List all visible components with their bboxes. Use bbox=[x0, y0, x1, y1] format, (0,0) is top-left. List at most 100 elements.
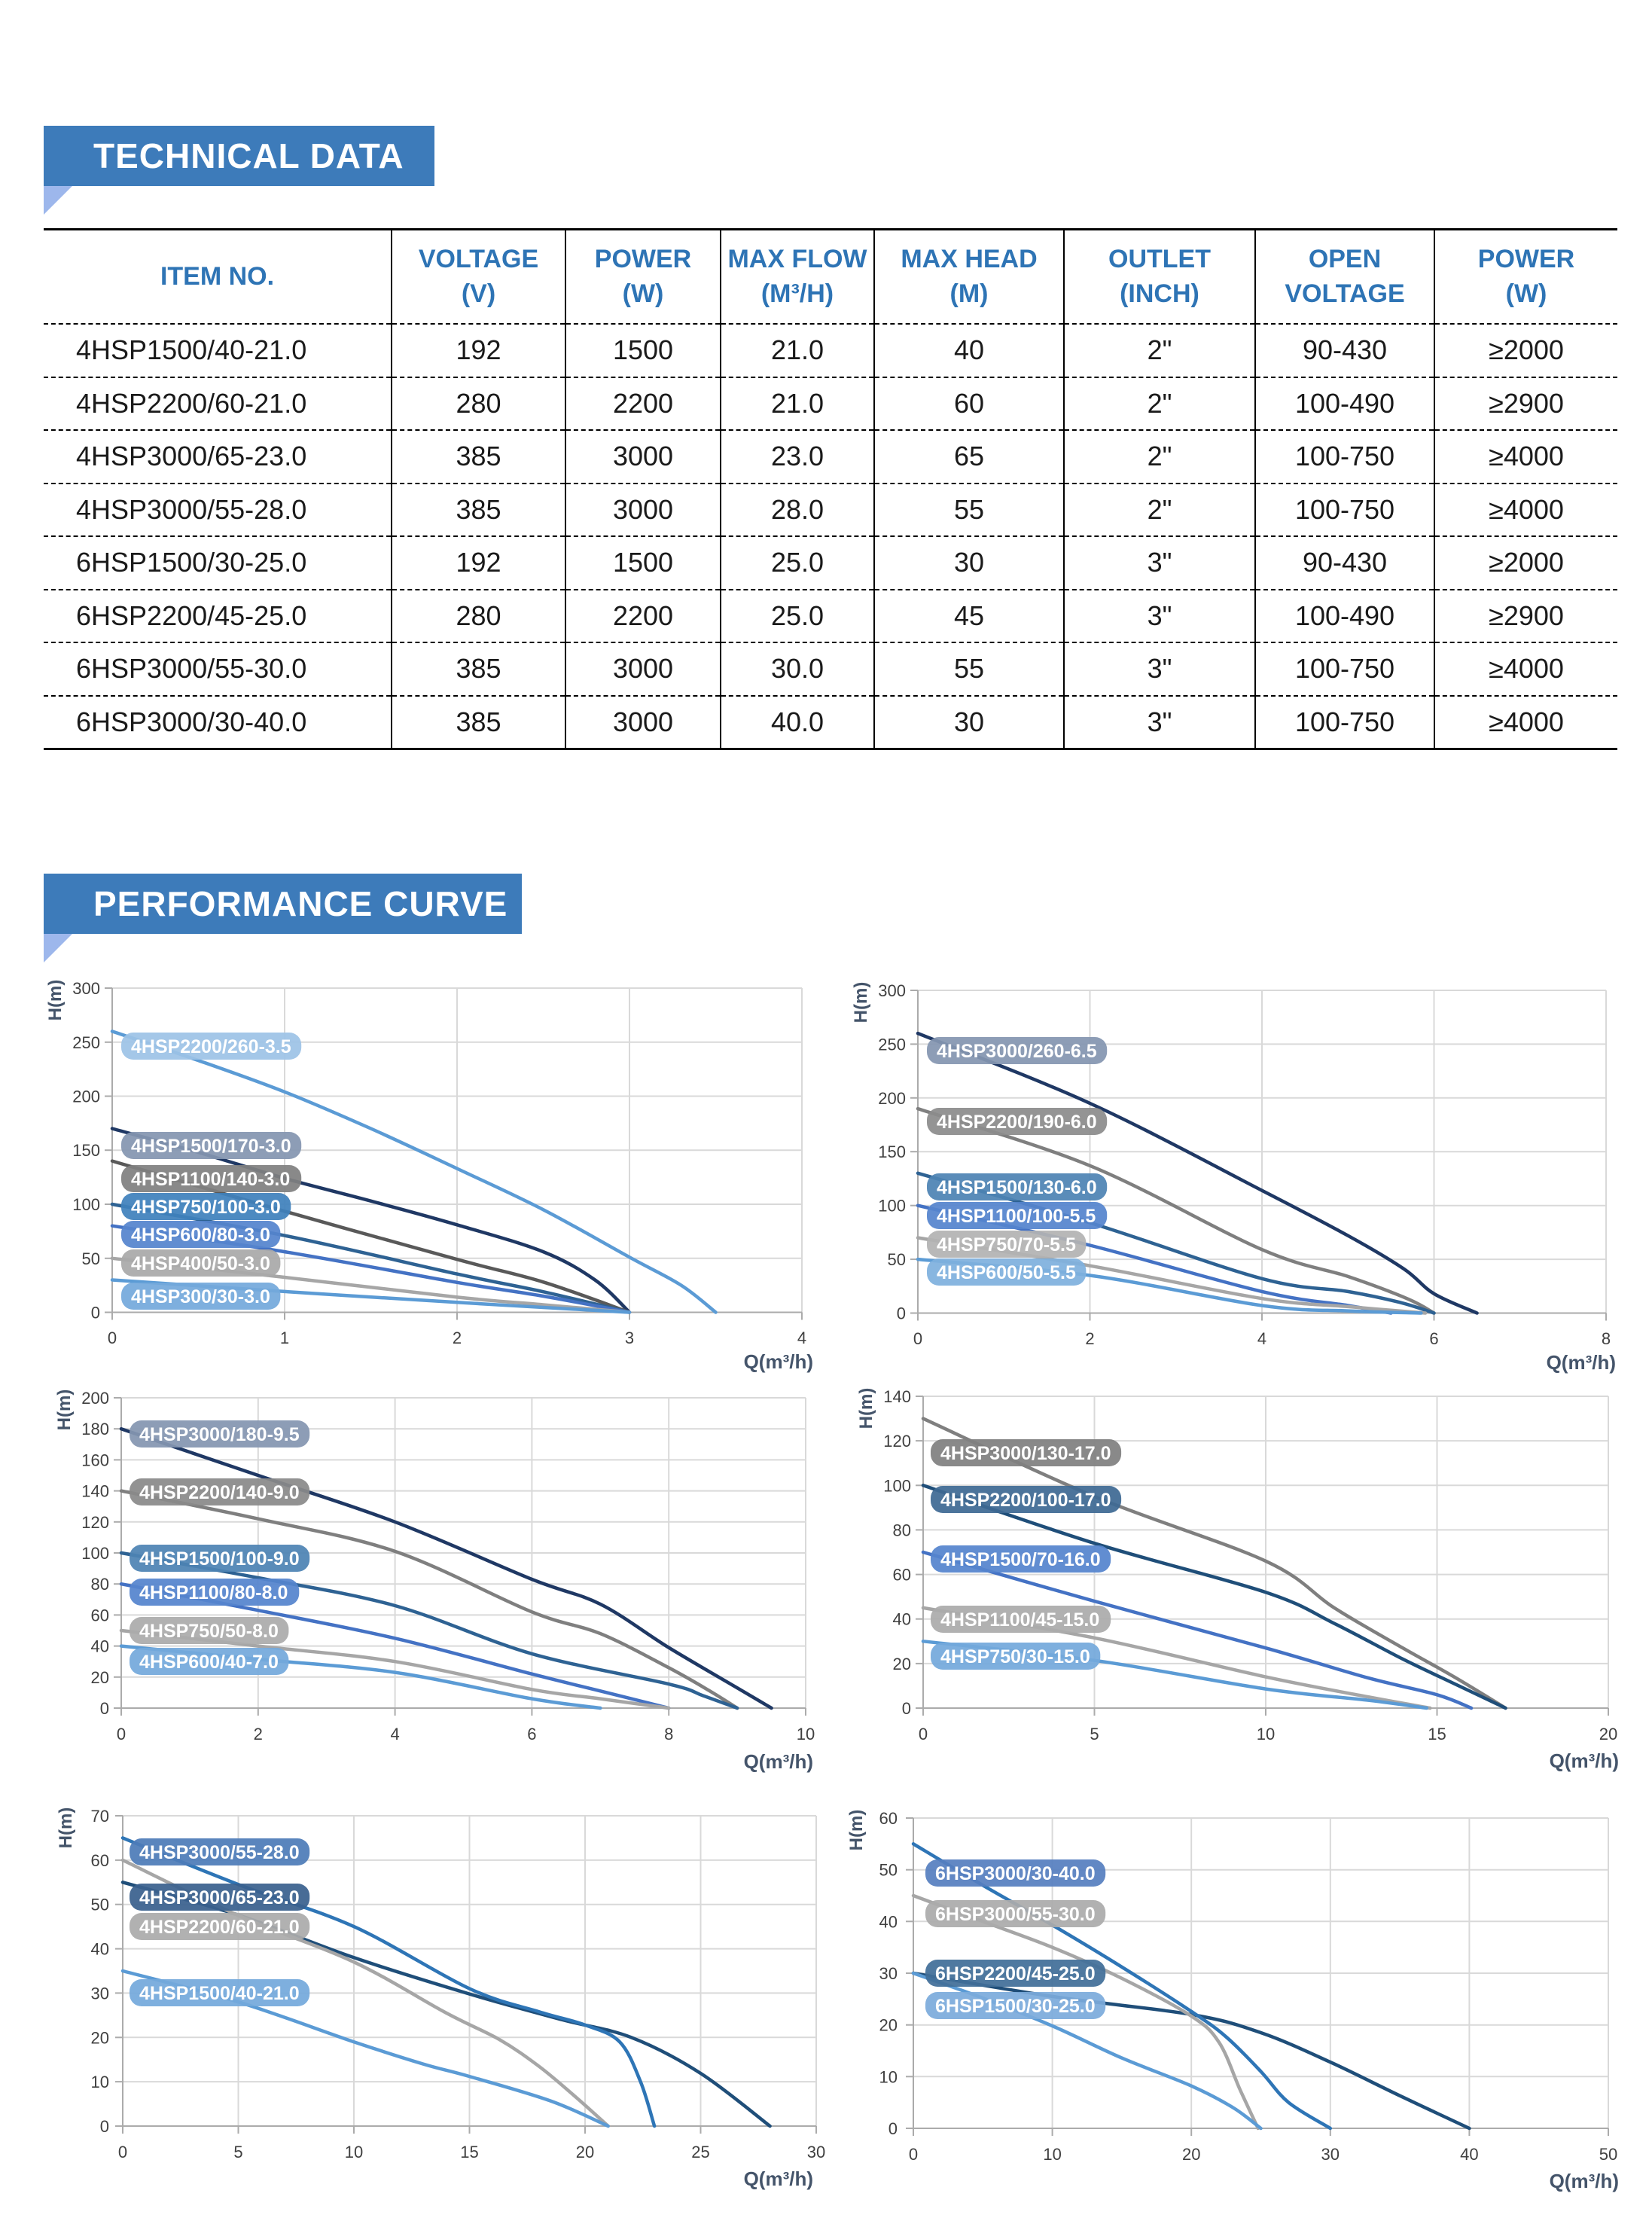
svg-text:2: 2 bbox=[453, 1329, 462, 1347]
svg-text:100: 100 bbox=[883, 1476, 911, 1495]
svg-text:60: 60 bbox=[893, 1566, 911, 1585]
svg-text:6: 6 bbox=[1429, 1329, 1438, 1348]
svg-text:Q(m³/h): Q(m³/h) bbox=[744, 1750, 813, 1773]
svg-text:0: 0 bbox=[909, 2145, 918, 2164]
svg-text:10: 10 bbox=[1257, 1725, 1275, 1743]
svg-text:8: 8 bbox=[664, 1725, 673, 1743]
svg-text:150: 150 bbox=[72, 1141, 100, 1160]
svg-text:4HSP1500/40-21.0: 4HSP1500/40-21.0 bbox=[139, 1983, 300, 2004]
svg-text:Q(m³/h): Q(m³/h) bbox=[1550, 2170, 1619, 2192]
svg-text:H(m): H(m) bbox=[856, 1388, 876, 1429]
svg-text:4HSP1500/170-3.0: 4HSP1500/170-3.0 bbox=[131, 1136, 291, 1157]
svg-text:6HSP2200/45-25.0: 6HSP2200/45-25.0 bbox=[935, 1963, 1096, 1984]
svg-text:120: 120 bbox=[883, 1432, 911, 1451]
svg-text:10: 10 bbox=[91, 2073, 109, 2091]
svg-text:H(m): H(m) bbox=[54, 1390, 75, 1431]
svg-text:180: 180 bbox=[81, 1420, 109, 1438]
svg-text:15: 15 bbox=[460, 2143, 478, 2161]
svg-text:20: 20 bbox=[893, 1655, 911, 1673]
svg-text:120: 120 bbox=[81, 1513, 109, 1532]
svg-text:140: 140 bbox=[883, 1387, 911, 1406]
svg-text:80: 80 bbox=[893, 1521, 911, 1539]
svg-text:100: 100 bbox=[81, 1544, 109, 1563]
svg-text:6: 6 bbox=[527, 1725, 536, 1743]
svg-text:4: 4 bbox=[797, 1329, 806, 1347]
svg-text:60: 60 bbox=[91, 1851, 109, 1870]
svg-text:10: 10 bbox=[345, 2143, 363, 2161]
svg-text:50: 50 bbox=[1599, 2145, 1617, 2164]
svg-text:4HSP750/70-5.5: 4HSP750/70-5.5 bbox=[937, 1234, 1076, 1255]
svg-text:70: 70 bbox=[91, 1807, 109, 1826]
svg-text:30: 30 bbox=[91, 1984, 109, 2003]
svg-text:4HSP1500/130-6.0: 4HSP1500/130-6.0 bbox=[937, 1177, 1097, 1198]
svg-text:20: 20 bbox=[879, 2016, 898, 2035]
svg-text:4HSP2200/190-6.0: 4HSP2200/190-6.0 bbox=[937, 1112, 1097, 1133]
svg-text:4HSP1100/45-15.0: 4HSP1100/45-15.0 bbox=[940, 1609, 1099, 1631]
svg-text:3: 3 bbox=[625, 1329, 634, 1347]
svg-text:30: 30 bbox=[879, 1964, 898, 1983]
svg-text:300: 300 bbox=[878, 981, 906, 1000]
svg-text:2: 2 bbox=[254, 1725, 263, 1743]
svg-text:0: 0 bbox=[100, 2117, 109, 2136]
svg-text:5: 5 bbox=[1090, 1725, 1099, 1743]
svg-text:40: 40 bbox=[1460, 2145, 1478, 2164]
svg-text:0: 0 bbox=[897, 1304, 906, 1323]
svg-text:150: 150 bbox=[878, 1142, 906, 1161]
svg-text:8: 8 bbox=[1602, 1329, 1611, 1348]
svg-text:4HSP750/50-8.0: 4HSP750/50-8.0 bbox=[139, 1621, 279, 1642]
svg-text:4HSP600/50-5.5: 4HSP600/50-5.5 bbox=[937, 1262, 1076, 1283]
svg-text:4HSP3000/65-23.0: 4HSP3000/65-23.0 bbox=[139, 1887, 300, 1908]
svg-text:4HSP3000/130-17.0: 4HSP3000/130-17.0 bbox=[940, 1443, 1111, 1464]
svg-text:100: 100 bbox=[878, 1197, 906, 1216]
svg-text:4: 4 bbox=[390, 1725, 399, 1743]
svg-text:0: 0 bbox=[902, 1699, 911, 1718]
svg-text:0: 0 bbox=[91, 1304, 100, 1322]
svg-text:250: 250 bbox=[878, 1035, 906, 1054]
svg-text:20: 20 bbox=[1599, 1725, 1617, 1743]
svg-text:Q(m³/h): Q(m³/h) bbox=[1550, 1750, 1619, 1772]
svg-text:20: 20 bbox=[91, 1668, 109, 1687]
svg-text:4HSP2200/100-17.0: 4HSP2200/100-17.0 bbox=[940, 1490, 1111, 1511]
svg-text:50: 50 bbox=[91, 1896, 109, 1914]
svg-text:2: 2 bbox=[1085, 1329, 1094, 1348]
svg-text:H(m): H(m) bbox=[45, 980, 66, 1021]
svg-text:200: 200 bbox=[878, 1089, 906, 1108]
svg-text:4HSP2200/140-9.0: 4HSP2200/140-9.0 bbox=[139, 1482, 300, 1503]
svg-text:140: 140 bbox=[81, 1482, 109, 1501]
svg-text:6HSP1500/30-25.0: 6HSP1500/30-25.0 bbox=[935, 1996, 1096, 2017]
svg-text:0: 0 bbox=[108, 1329, 117, 1347]
svg-text:4HSP2200/60-21.0: 4HSP2200/60-21.0 bbox=[139, 1917, 300, 1938]
svg-text:0: 0 bbox=[117, 1725, 126, 1743]
svg-text:0: 0 bbox=[100, 1699, 109, 1718]
svg-text:4HSP3000/55-28.0: 4HSP3000/55-28.0 bbox=[139, 1842, 300, 1863]
svg-text:15: 15 bbox=[1428, 1725, 1446, 1743]
svg-text:60: 60 bbox=[879, 1809, 898, 1828]
svg-text:4HSP300/30-3.0: 4HSP300/30-3.0 bbox=[131, 1286, 270, 1307]
svg-text:4HSP600/80-3.0: 4HSP600/80-3.0 bbox=[131, 1225, 270, 1246]
svg-text:20: 20 bbox=[1182, 2145, 1200, 2164]
svg-text:H(m): H(m) bbox=[851, 982, 871, 1023]
svg-text:0: 0 bbox=[118, 2143, 127, 2161]
svg-text:4HSP3000/180-9.5: 4HSP3000/180-9.5 bbox=[139, 1424, 300, 1445]
svg-text:160: 160 bbox=[81, 1451, 109, 1469]
svg-text:0: 0 bbox=[919, 1725, 928, 1743]
svg-text:4HSP600/40-7.0: 4HSP600/40-7.0 bbox=[139, 1652, 279, 1673]
svg-text:25: 25 bbox=[691, 2143, 709, 2161]
svg-text:0: 0 bbox=[913, 1329, 922, 1348]
svg-text:Q(m³/h): Q(m³/h) bbox=[1547, 1351, 1616, 1374]
svg-text:4HSP1100/140-3.0: 4HSP1100/140-3.0 bbox=[131, 1169, 290, 1190]
svg-text:30: 30 bbox=[1321, 2145, 1340, 2164]
svg-text:4HSP1500/70-16.0: 4HSP1500/70-16.0 bbox=[940, 1549, 1101, 1570]
svg-text:4HSP1100/80-8.0: 4HSP1100/80-8.0 bbox=[139, 1582, 288, 1603]
svg-text:1: 1 bbox=[280, 1329, 289, 1347]
svg-text:200: 200 bbox=[81, 1389, 109, 1408]
svg-text:4HSP2200/260-3.5: 4HSP2200/260-3.5 bbox=[131, 1036, 291, 1057]
svg-text:Q(m³/h): Q(m³/h) bbox=[744, 2167, 813, 2190]
svg-text:300: 300 bbox=[72, 979, 100, 998]
svg-text:6HSP3000/30-40.0: 6HSP3000/30-40.0 bbox=[935, 1863, 1096, 1884]
svg-text:H(m): H(m) bbox=[846, 1810, 867, 1851]
svg-text:6HSP3000/55-30.0: 6HSP3000/55-30.0 bbox=[935, 1904, 1096, 1925]
svg-text:0: 0 bbox=[888, 2119, 898, 2138]
svg-text:50: 50 bbox=[82, 1249, 100, 1268]
svg-text:250: 250 bbox=[72, 1033, 100, 1052]
